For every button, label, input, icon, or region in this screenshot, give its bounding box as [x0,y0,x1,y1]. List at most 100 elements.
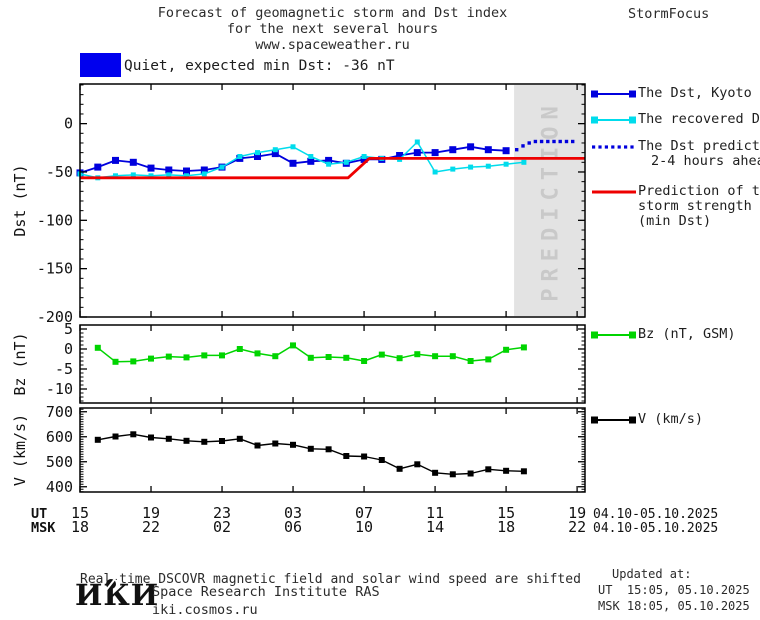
y-tick-label: 500 [46,453,73,471]
series-marker [467,470,474,477]
series-marker [130,431,137,438]
series-marker [129,158,137,166]
institute-block: Space Research Institute RAS iki.cosmos.… [152,583,380,619]
y-tick-label: 0 [64,115,73,133]
prediction-band-label: PREDICTION [539,99,564,301]
ut-tick-label: 19 [568,504,586,522]
legend-item-dst-0: The Dst, Kyoto [591,86,752,101]
series-line [80,156,586,180]
series-marker [520,468,527,475]
series-marker [148,434,154,441]
series-marker [467,143,475,151]
legend-item-v-label: V (km/s) [638,411,704,427]
ut-tick-label: 23 [213,504,231,522]
series-marker [552,139,556,144]
series-marker [254,153,261,160]
title-line-3-site-url: www.spaceweather.ru [255,37,410,53]
series-marker [219,164,225,170]
legend-item-dst-2: The Dst prediction2-4 hours ahead [591,139,760,169]
series-marker [378,457,385,463]
series-marker [94,163,102,171]
series-marker [571,139,575,144]
updated-ut: UT 15:05, 05.10.2025 [598,583,750,597]
updated-at-label: Updated at: [612,567,692,581]
logo-text: ИКИ [75,578,160,612]
series-marker [307,354,314,361]
series-marker [361,453,368,460]
series-marker [343,354,350,361]
series-marker [449,146,457,154]
series-marker [414,351,421,358]
series-marker [449,471,456,478]
series-marker [219,438,225,444]
series-marker [112,433,119,440]
series-marker [564,139,569,144]
y-axis-title: Bz (nT) [11,332,29,395]
series-marker [290,144,296,150]
series-marker [343,453,350,459]
legend-swatch-line-squares [591,331,636,339]
series-marker [272,353,279,360]
v-panel: 700 600 500 400 V (km/s) [11,403,586,496]
series-marker [539,139,544,144]
series-marker [396,152,404,159]
brand-stormfocus: StormFocus [628,6,710,22]
series-marker [360,155,368,163]
title-line-1: Forecast of geomagnetic storm and Dst in… [157,5,508,21]
series-marker [413,149,421,157]
series-marker [183,354,190,361]
series-marker [147,164,155,172]
series-marker [484,146,492,154]
series-marker [237,154,243,159]
series-marker [307,157,315,165]
series-marker [272,440,279,447]
dst-panel: PREDICTION 0 -50 -100 -150 -200 Dst (nT) [11,83,586,326]
series-marker [533,139,538,144]
series-marker [558,139,562,144]
series-marker [112,358,119,365]
y-tick-label: -5 [55,360,73,378]
title-line-2: for the next several hours [226,21,439,37]
legend-swatch-line [592,190,636,194]
msk-tick-label: 22 [568,518,586,536]
chart-canvas: PREDICTION 0 -50 -100 -150 -200 Dst (nT) 5 0 -5 -1… [11,83,718,536]
prediction-band [514,85,585,316]
series-marker [183,167,190,175]
institute-name: Space Research Institute RAS [152,584,380,600]
y-axis-title: V (km/s) [11,414,29,486]
legend-swatch-line-squares [591,416,636,424]
series-marker [254,350,261,357]
series-marker [361,358,368,364]
msk-axis-prefix: MSK [31,520,56,536]
series-marker [130,358,137,365]
iki-logo: ИКИ [75,578,160,612]
series-marker [521,159,527,165]
series-marker [201,438,208,445]
y-axis-title: Dst (nT) [11,164,29,236]
series-marker [503,346,510,353]
series-marker [183,437,190,444]
ut-tick-label: 03 [284,504,302,522]
y-tick-label: -100 [37,211,73,229]
series-marker [165,435,172,442]
series-marker [520,344,527,351]
series-marker [343,159,349,165]
series-marker [112,156,119,164]
series-marker [414,139,420,145]
updated-msk: MSK 18:05, 05.10.2025 [598,599,750,613]
series-marker [201,352,208,359]
series-marker [201,171,207,177]
series-marker [396,355,403,362]
series-marker [485,163,491,169]
series-marker [515,148,519,152]
series-marker [503,467,510,474]
series-marker [308,154,314,159]
series-marker [236,346,243,352]
series-marker [289,159,297,167]
y-tick-label: -200 [37,308,73,326]
legend-item-dst-2-label: The Dst prediction2-4 hours ahead [638,138,760,169]
series-marker [503,161,509,167]
series-marker [467,358,474,364]
legend-item-v: V (km/s) [591,412,703,427]
series-marker [236,435,243,442]
